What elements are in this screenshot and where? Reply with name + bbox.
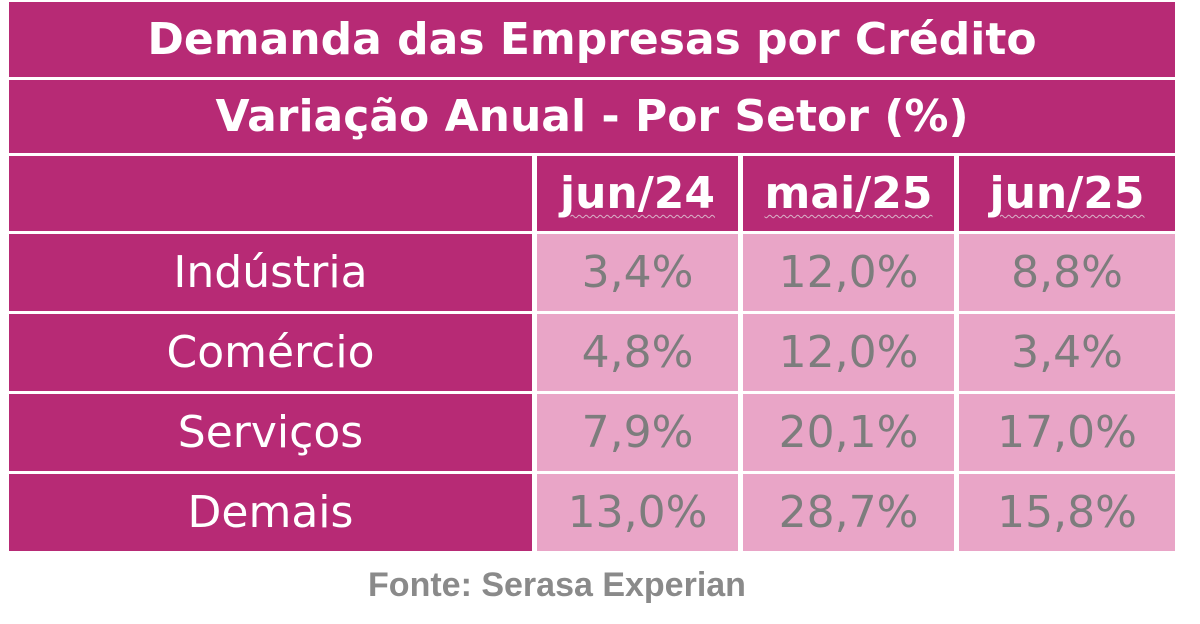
row-label-servicos: Serviços [9, 394, 532, 471]
table-row: Indústria 3,4% 12,0% 8,8% [9, 234, 1175, 311]
value-cell: 12,0% [743, 314, 954, 391]
table-title: Demanda das Empresas por Crédito [9, 2, 1175, 77]
column-header-mai25: mai/25 [743, 156, 954, 231]
value-cell: 13,0% [537, 474, 738, 551]
row-label-industria: Indústria [9, 234, 532, 311]
value-cell: 4,8% [537, 314, 738, 391]
value-cell: 7,9% [537, 394, 738, 471]
value-cell: 8,8% [959, 234, 1175, 311]
source-caption: Fonte: Serasa Experian [368, 566, 746, 604]
value-cell: 12,0% [743, 234, 954, 311]
column-header-jun24: jun/24 [537, 156, 738, 231]
credit-demand-table: Demanda das Empresas por Crédito Variaçã… [9, 2, 1175, 554]
value-cell: 28,7% [743, 474, 954, 551]
value-cell: 3,4% [537, 234, 738, 311]
value-cell: 17,0% [959, 394, 1175, 471]
row-label-demais: Demais [9, 474, 532, 551]
header-empty-cell [9, 156, 532, 231]
table-row: Comércio 4,8% 12,0% 3,4% [9, 314, 1175, 391]
value-cell: 3,4% [959, 314, 1175, 391]
value-cell: 20,1% [743, 394, 954, 471]
table-subtitle: Variação Anual - Por Setor (%) [9, 80, 1175, 153]
column-header-jun25: jun/25 [959, 156, 1175, 231]
table-row: Serviços 7,9% 20,1% 17,0% [9, 394, 1175, 471]
subtitle-row: Variação Anual - Por Setor (%) [9, 80, 1175, 153]
table-row: Demais 13,0% 28,7% 15,8% [9, 474, 1175, 551]
column-header-row: jun/24 mai/25 jun/25 [9, 156, 1175, 231]
title-row: Demanda das Empresas por Crédito [9, 2, 1175, 77]
row-label-comercio: Comércio [9, 314, 532, 391]
value-cell: 15,8% [959, 474, 1175, 551]
